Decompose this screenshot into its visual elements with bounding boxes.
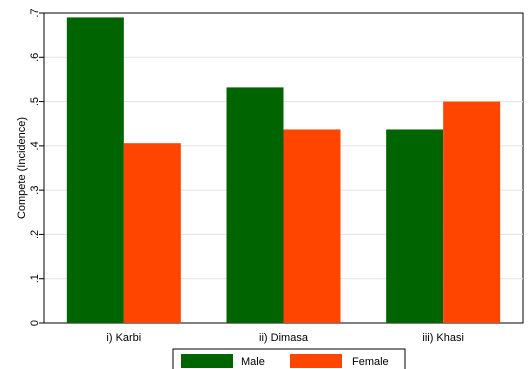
y-tick-label: .5 [29,97,41,106]
bar-male-1 [66,17,124,324]
y-tick-label: .7 [29,8,41,17]
bar-female-3 [443,101,501,323]
bar-male-3 [386,129,444,323]
y-axis-title: Compete (Incidence) [16,117,28,219]
x-axis: i) Karbi ii) Dimasa iii) Khasi [106,332,464,344]
legend-swatch-female [290,354,342,368]
y-tick-label: .6 [29,53,41,62]
y-tick-label: .3 [29,186,41,195]
x-tick-label: iii) Khasi [422,332,464,344]
y-tick-label: .4 [29,141,41,150]
legend-swatch-male [181,354,233,368]
y-tick-label: .1 [29,274,41,283]
legend-label-male: Male [241,356,265,368]
y-tick-label: 0 [29,320,41,326]
bar-female-1 [123,143,181,323]
y-axis: 0 .1 .2 .3 .4 .5 .6 .7 [29,8,45,326]
bar-male-2 [226,87,284,324]
bar-female-2 [283,129,341,323]
x-tick-label: i) Karbi [106,332,141,344]
legend: Male Female [172,348,406,369]
legend-label-female: Female [352,356,389,368]
y-tick-label: .2 [29,230,41,239]
bars [66,17,501,324]
x-tick-label: ii) Dimasa [259,332,309,344]
